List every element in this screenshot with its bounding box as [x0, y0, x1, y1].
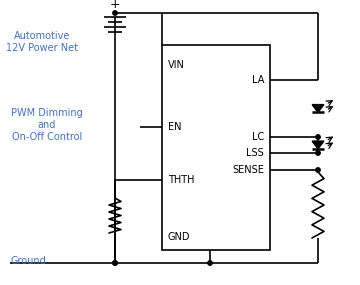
Circle shape — [113, 11, 117, 15]
Text: LC: LC — [252, 132, 264, 142]
Text: LSS: LSS — [246, 148, 264, 158]
Text: Automotive
12V Power Net: Automotive 12V Power Net — [6, 31, 78, 53]
Text: Ground: Ground — [10, 256, 46, 266]
Text: LA: LA — [252, 75, 264, 85]
Text: VIN: VIN — [168, 60, 185, 70]
Text: EN: EN — [168, 122, 181, 132]
Polygon shape — [312, 141, 324, 149]
Circle shape — [113, 261, 117, 265]
Circle shape — [113, 261, 117, 265]
Bar — [162, 45, 270, 250]
Circle shape — [316, 151, 320, 155]
Text: +: + — [110, 0, 120, 11]
Circle shape — [208, 261, 212, 265]
Polygon shape — [312, 105, 324, 112]
Text: THTH: THTH — [168, 175, 194, 185]
Circle shape — [316, 135, 320, 139]
Text: GND: GND — [168, 232, 190, 242]
Text: PWM Dimming
and
On-Off Control: PWM Dimming and On-Off Control — [11, 108, 83, 142]
Circle shape — [316, 168, 320, 172]
Text: SENSE: SENSE — [232, 165, 264, 175]
